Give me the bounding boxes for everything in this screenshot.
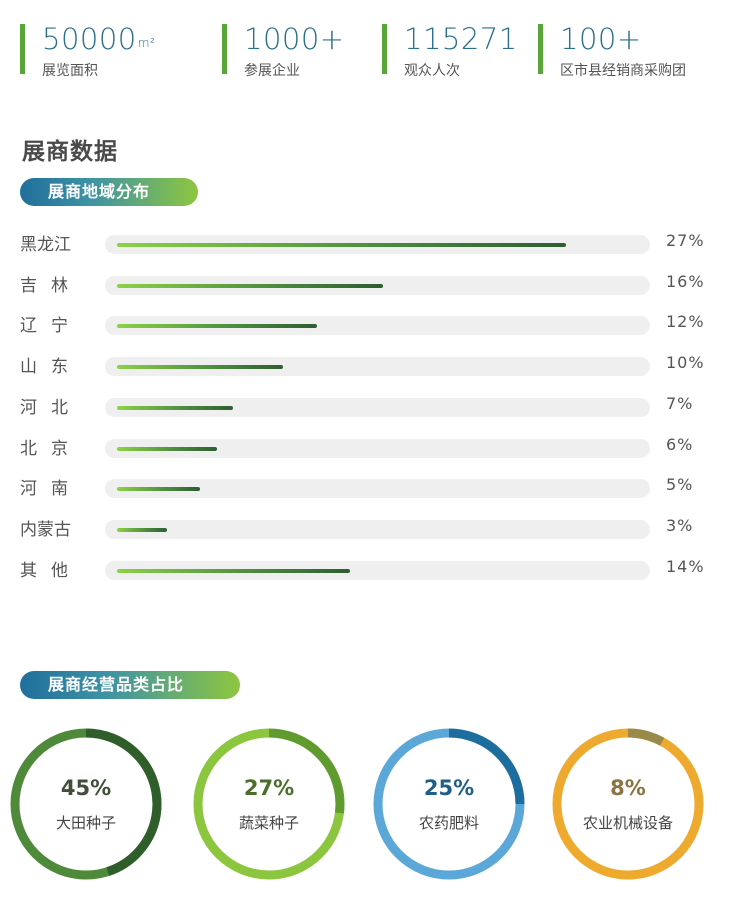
- region-bar-track: [105, 519, 650, 539]
- stat-accent-bar: [222, 24, 227, 74]
- region-label: 吉林: [20, 275, 82, 296]
- region-bar-track: [105, 397, 650, 417]
- stat-value: 1000+: [244, 22, 345, 56]
- stat-value: 50000m²: [42, 22, 156, 56]
- region-bar-track: [105, 275, 650, 295]
- stat-unit: m²: [137, 36, 156, 50]
- region-bar-track: [105, 560, 650, 580]
- region-bar-track: [105, 479, 650, 499]
- ring-track: [552, 728, 704, 880]
- ring-category-label: 农业机械设备: [582, 814, 673, 832]
- region-section-pill: 展商地域分布: [20, 178, 198, 206]
- ring-segment: [10, 728, 162, 880]
- ring-graphic: [552, 728, 704, 880]
- region-row: 其他 14%: [0, 552, 750, 582]
- category-ring: 27% 蔬菜种子: [191, 726, 347, 882]
- ring-category-label: 农药肥料: [418, 814, 479, 832]
- ring-percent-label: 25%: [423, 776, 475, 800]
- region-percent-label: 6%: [666, 434, 694, 454]
- region-row: 吉林 16%: [0, 267, 750, 297]
- ring-category-label: 大田种子: [55, 814, 116, 832]
- region-percent-label: 16%: [666, 271, 705, 291]
- ring-graphic: [10, 728, 162, 880]
- ring-percent-label: 45%: [60, 776, 112, 800]
- region-bar-track: [105, 235, 650, 254]
- region-percent-label: 12%: [666, 312, 705, 332]
- ring-percent-label: 8%: [610, 776, 646, 800]
- stats-bar: 50000m² 展览面积 1000+ 参展企业 115271 观众人次 100+…: [0, 0, 750, 90]
- category-ring: 45% 大田种子: [8, 726, 164, 882]
- region-bar: [117, 568, 350, 573]
- region-bar: [117, 243, 566, 247]
- region-row: 河南 5%: [0, 470, 750, 500]
- region-percent-label: 10%: [666, 353, 705, 373]
- region-row: 辽宁 12%: [0, 307, 750, 337]
- ring-segment: [193, 728, 345, 880]
- region-bar: [117, 324, 317, 329]
- stat-accent-bar: [382, 24, 387, 74]
- region-bar: [117, 405, 233, 410]
- section-title: 展商数据: [22, 139, 118, 165]
- region-label: 内蒙古: [20, 519, 71, 540]
- region-bar: [117, 365, 283, 370]
- category-ring: 25% 农药肥料: [371, 726, 527, 882]
- region-percent-label: 14%: [666, 556, 705, 576]
- region-row: 黑龙江 27%: [0, 226, 750, 256]
- region-percent-label: 5%: [666, 475, 694, 495]
- region-row: 北京 6%: [0, 430, 750, 460]
- ring-graphic: [193, 728, 345, 880]
- region-bar-track: [105, 357, 650, 377]
- region-bar-track: [105, 438, 650, 458]
- category-ring: 8% 农业机械设备: [550, 726, 706, 882]
- region-percent-label: 3%: [666, 515, 694, 535]
- region-percent-label: 7%: [666, 393, 694, 413]
- region-label: 其他: [20, 560, 82, 581]
- stat-value: 100+: [560, 22, 642, 56]
- ring-segment: [373, 728, 525, 880]
- region-label: 河北: [20, 397, 82, 418]
- ring-graphic: [373, 728, 525, 880]
- stat-accent-bar: [20, 24, 25, 74]
- ring-percent-label: 27%: [243, 776, 295, 800]
- region-bar-track: [105, 316, 650, 336]
- category-section-pill: 展商经营品类占比: [20, 671, 240, 699]
- stat-label: 观众人次: [404, 63, 460, 79]
- region-row: 山东 10%: [0, 348, 750, 378]
- stat-value: 115271: [404, 22, 518, 56]
- ring-category-label: 蔬菜种子: [238, 814, 299, 832]
- region-bar: [117, 446, 217, 451]
- region-row: 河北 7%: [0, 389, 750, 419]
- category-ring-chart: 45% 大田种子 27% 蔬菜种子 25% 农药肥料 8% 农业机械设备: [0, 720, 750, 901]
- stat-accent-bar: [538, 24, 543, 74]
- region-label: 河南: [20, 479, 82, 500]
- region-bar: [117, 527, 167, 532]
- region-label: 黑龙江: [20, 235, 71, 255]
- stat-label: 区市县经销商采购团: [560, 63, 686, 79]
- region-row: 内蒙古 3%: [0, 511, 750, 541]
- stat-label: 展览面积: [42, 63, 98, 79]
- region-label: 山东: [20, 357, 82, 378]
- region-label: 辽宁: [20, 316, 82, 337]
- ring-segment: [552, 728, 704, 880]
- region-percent-label: 27%: [666, 231, 705, 250]
- region-bar: [117, 283, 383, 288]
- region-label: 北京: [20, 438, 82, 459]
- region-bar: [117, 487, 200, 492]
- stat-label: 参展企业: [244, 63, 300, 79]
